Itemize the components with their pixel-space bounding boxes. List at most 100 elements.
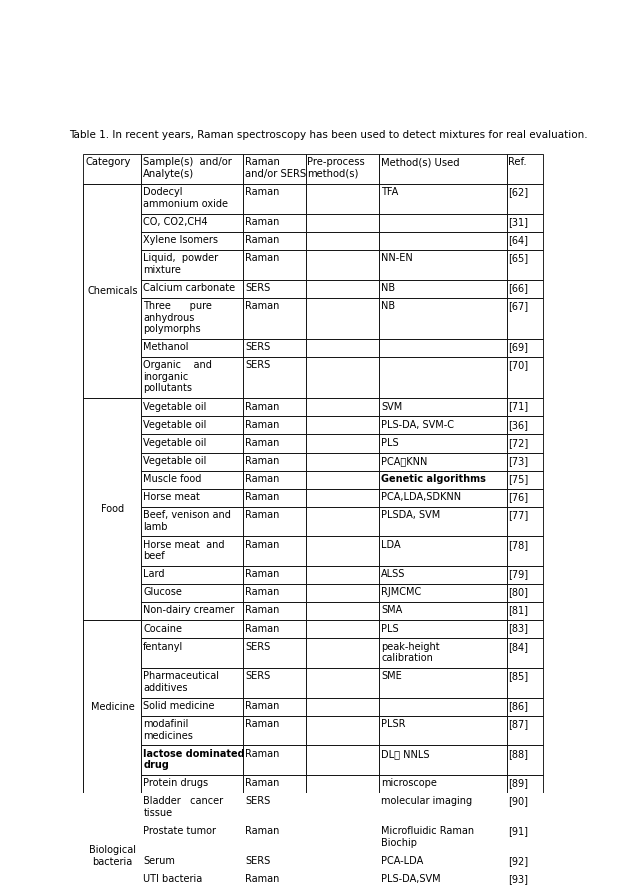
Text: NB: NB (381, 301, 395, 311)
Text: Protein drugs: Protein drugs (143, 779, 209, 789)
Text: RJMCMC: RJMCMC (381, 587, 421, 597)
Bar (506, 620, 543, 638)
Text: SVM: SVM (381, 402, 403, 412)
Bar (83, 280, 141, 298)
Bar (83, 668, 141, 698)
Bar (506, 602, 543, 620)
Bar (243, 775, 305, 793)
Text: lactose dominated
drug: lactose dominated drug (143, 748, 245, 771)
Bar (305, 746, 379, 775)
Text: [71]: [71] (508, 402, 529, 412)
Bar (379, 566, 506, 584)
Text: [88]: [88] (508, 748, 529, 759)
Bar (83, 698, 141, 715)
Bar (83, 435, 141, 453)
Bar (506, 298, 543, 339)
Bar (243, 470, 305, 488)
Bar (243, 584, 305, 602)
Bar (506, 214, 543, 232)
Bar (83, 184, 141, 398)
Text: ALSS: ALSS (381, 569, 405, 579)
Bar (305, 298, 379, 339)
Text: Raman: Raman (245, 437, 280, 447)
Bar (379, 357, 506, 398)
Text: SMA: SMA (381, 606, 403, 616)
Text: PLS: PLS (381, 624, 399, 634)
Bar (506, 775, 543, 793)
Bar (141, 488, 243, 507)
Bar (141, 214, 243, 232)
Text: [73]: [73] (508, 456, 529, 466)
Text: Xylene Isomers: Xylene Isomers (143, 235, 218, 245)
Text: [64]: [64] (508, 235, 529, 245)
Bar (506, 280, 543, 298)
Bar (506, 184, 543, 214)
Text: Horse meat: Horse meat (143, 492, 200, 502)
Bar (305, 398, 379, 416)
Bar (379, 453, 506, 470)
Text: Biological
bacteria: Biological bacteria (89, 845, 136, 867)
Text: Solid medicine: Solid medicine (143, 701, 215, 711)
Bar (141, 602, 243, 620)
Bar (305, 232, 379, 250)
Bar (379, 250, 506, 280)
Text: SERS: SERS (245, 282, 271, 293)
Bar (305, 715, 379, 746)
Bar (243, 853, 305, 871)
Text: NB: NB (381, 282, 395, 293)
Text: [66]: [66] (508, 282, 529, 293)
Bar (141, 280, 243, 298)
Bar (379, 154, 506, 184)
Text: Lard: Lard (143, 569, 164, 579)
Bar (141, 715, 243, 746)
Bar (141, 470, 243, 488)
Bar (305, 280, 379, 298)
Text: Food: Food (101, 504, 124, 514)
Bar (379, 435, 506, 453)
Bar (305, 453, 379, 470)
Text: [75]: [75] (508, 474, 529, 484)
Text: Bladder   cancer
tissue: Bladder cancer tissue (143, 797, 223, 818)
Bar (506, 154, 543, 184)
Text: SERS: SERS (245, 671, 271, 682)
Text: [81]: [81] (508, 606, 529, 616)
Bar (141, 698, 243, 715)
Text: [91]: [91] (508, 826, 529, 836)
Bar (83, 507, 141, 536)
Bar (141, 536, 243, 566)
Text: Raman: Raman (245, 402, 280, 412)
Text: Raman: Raman (245, 187, 280, 197)
Text: Raman: Raman (245, 540, 280, 550)
Text: Raman
and/or SERS: Raman and/or SERS (245, 157, 307, 178)
Bar (305, 871, 379, 888)
Bar (243, 871, 305, 888)
Bar (141, 620, 243, 638)
Text: Raman: Raman (245, 719, 280, 729)
Text: [83]: [83] (508, 624, 529, 634)
Bar (243, 280, 305, 298)
Bar (506, 357, 543, 398)
Bar (83, 357, 141, 398)
Text: Raman: Raman (245, 874, 280, 884)
Bar (305, 566, 379, 584)
Bar (83, 871, 141, 888)
Text: Vegetable oil: Vegetable oil (143, 402, 207, 412)
Bar (506, 793, 543, 823)
Bar (243, 507, 305, 536)
Bar (506, 853, 543, 871)
Bar (379, 698, 506, 715)
Bar (243, 453, 305, 470)
Bar (141, 416, 243, 435)
Bar (141, 453, 243, 470)
Bar (141, 435, 243, 453)
Text: SERS: SERS (245, 797, 271, 806)
Bar (243, 154, 305, 184)
Bar (305, 620, 379, 638)
Bar (83, 298, 141, 339)
Bar (83, 398, 141, 416)
Bar (379, 620, 506, 638)
Text: Methanol: Methanol (143, 342, 189, 352)
Bar (243, 435, 305, 453)
Text: Genetic algorithms: Genetic algorithms (381, 474, 486, 484)
Text: Raman: Raman (245, 606, 280, 616)
